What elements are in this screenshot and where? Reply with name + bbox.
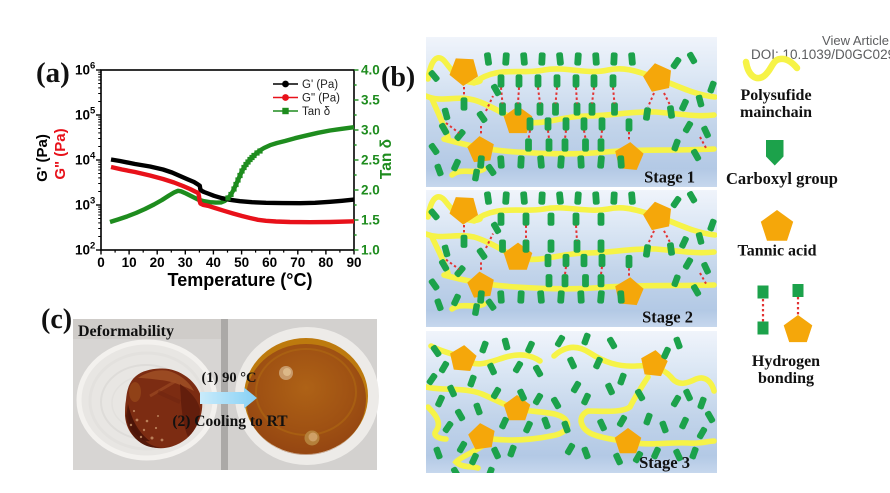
svg-text:3: 3: [90, 196, 95, 207]
svg-text:Hydrogen: Hydrogen: [752, 353, 820, 370]
svg-text:10: 10: [75, 243, 90, 258]
svg-text:3.0: 3.0: [361, 123, 380, 138]
svg-text:Stage 3: Stage 3: [639, 453, 690, 472]
svg-text:1.5: 1.5: [361, 213, 380, 228]
svg-text:30: 30: [178, 255, 193, 270]
svg-text:0: 0: [97, 255, 105, 270]
svg-text:4: 4: [90, 151, 96, 162]
svg-text:80: 80: [318, 255, 333, 270]
svg-text:3.5: 3.5: [361, 93, 380, 108]
svg-text:1.0: 1.0: [361, 243, 380, 258]
svg-text:(1) 90 °C: (1) 90 °C: [202, 370, 257, 386]
svg-text:70: 70: [290, 255, 305, 270]
svg-text:Tannic acid: Tannic acid: [738, 243, 817, 260]
svg-text:Stage 1: Stage 1: [644, 168, 695, 187]
svg-text:5: 5: [90, 106, 96, 117]
svg-text:Temperature (°C): Temperature (°C): [168, 270, 313, 290]
svg-text:(c): (c): [41, 304, 72, 335]
svg-text:Tan δ: Tan δ: [302, 106, 330, 118]
svg-text:Stage 2: Stage 2: [642, 308, 693, 327]
svg-text:(a): (a): [36, 57, 70, 89]
svg-text:10: 10: [75, 198, 90, 213]
svg-text:bonding: bonding: [758, 370, 814, 387]
svg-text:DOI: 10.1039/D0GC0292: DOI: 10.1039/D0GC0292: [751, 47, 890, 62]
svg-text:G" (Pa): G" (Pa): [52, 128, 69, 179]
svg-text:20: 20: [150, 255, 165, 270]
svg-text:Carboxyl group: Carboxyl group: [726, 169, 838, 188]
svg-text:10: 10: [75, 108, 90, 123]
svg-text:G' (Pa): G' (Pa): [34, 134, 51, 182]
svg-text:(b): (b): [381, 62, 415, 93]
svg-text:Deformability: Deformability: [78, 323, 174, 340]
svg-text:90: 90: [346, 255, 361, 270]
svg-text:2.0: 2.0: [361, 183, 380, 198]
svg-text:G' (Pa): G' (Pa): [302, 79, 338, 91]
svg-text:6: 6: [90, 61, 95, 72]
svg-text:40: 40: [206, 255, 221, 270]
svg-text:2: 2: [90, 241, 95, 252]
svg-text:60: 60: [262, 255, 277, 270]
svg-text:G" (Pa): G" (Pa): [302, 93, 340, 105]
svg-text:(2) Cooling to RT: (2) Cooling to RT: [172, 413, 288, 430]
svg-text:10: 10: [75, 63, 90, 78]
svg-text:Polysufide: Polysufide: [740, 87, 811, 104]
svg-text:2.5: 2.5: [361, 153, 380, 168]
svg-text:mainchain: mainchain: [740, 104, 812, 121]
svg-text:50: 50: [234, 255, 249, 270]
svg-text:10: 10: [122, 255, 137, 270]
svg-text:View Article: View Article: [822, 33, 889, 48]
svg-text:4.0: 4.0: [361, 63, 380, 78]
svg-text:10: 10: [75, 153, 90, 168]
svg-text:Tan δ: Tan δ: [378, 139, 395, 179]
